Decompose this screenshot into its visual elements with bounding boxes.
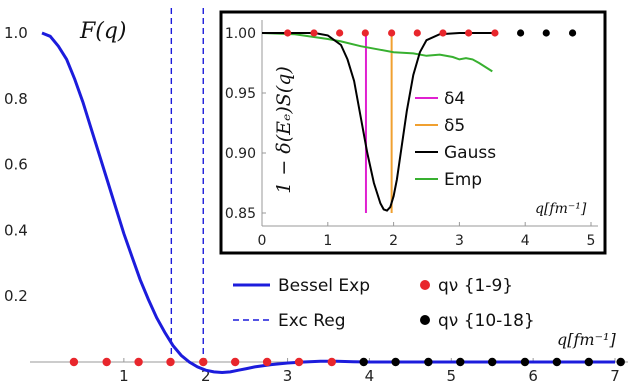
qv-point-black	[520, 357, 530, 367]
legend-gauss-label: Gauss	[444, 143, 496, 163]
inset-qv-point-red	[491, 29, 499, 37]
exc-reg-lines	[170, 8, 204, 362]
qv-point-red	[134, 357, 143, 367]
inset-qv-point-red	[439, 29, 447, 37]
qv-point-black	[584, 357, 594, 367]
inset-y-ticks: 0.85 0.90 0.95 1.00	[225, 26, 266, 222]
inset-qv-point-red	[465, 29, 473, 37]
inset-frame	[219, 10, 607, 255]
inset-x-ticks: 0 1 2 3 4 5	[258, 222, 596, 249]
main-y-ticks: 0.2 0.4 0.6 0.8 1.0	[4, 24, 28, 305]
main-y-tick-label: 1.0	[4, 24, 28, 42]
inset-y-tick-label: 0.95	[225, 86, 256, 102]
legend-delta5-label: δ5	[444, 116, 465, 136]
qv-point-black	[456, 357, 465, 367]
qv-point-black	[552, 357, 562, 367]
main-x-tick-label: 3	[283, 367, 293, 383]
inset-qv-point-black	[568, 29, 577, 37]
qv-point-red	[327, 357, 336, 367]
inset-y-tick-label: 1.00	[225, 26, 256, 42]
inset-delta-lines	[364, 33, 393, 213]
gauss-line	[262, 32, 493, 212]
inset-x-axis-label: q[fm⁻¹]	[535, 201, 587, 217]
inset-qv-point-red	[413, 29, 421, 37]
legend-emp-label: Emp	[444, 170, 482, 190]
main-x-axis-label: q[fm⁻¹]	[557, 330, 616, 349]
legend-delta4-label: δ4	[444, 89, 465, 109]
qv-point-red	[166, 357, 175, 367]
main-points	[69, 357, 625, 367]
inset-qv-point-red	[310, 29, 318, 37]
inset-x-tick-label: 1	[323, 233, 332, 249]
inset-y-tick-label: 0.90	[225, 146, 256, 162]
main-y-tick-label: 0.8	[4, 90, 28, 108]
main-x-tick-label: 6	[528, 367, 538, 383]
main-x-tick-label: 1	[119, 367, 129, 383]
qv-point-red	[102, 357, 111, 367]
main-y-tick-label: 0.4	[4, 221, 28, 239]
qv-point-black	[488, 357, 497, 367]
inset-points	[284, 29, 577, 37]
inset-y-tick-label: 0.85	[225, 206, 256, 222]
qv-point-red	[294, 357, 304, 367]
legend-exc-label: Exc Reg	[278, 311, 346, 331]
legend-bessel-label: Bessel Exp	[278, 276, 370, 296]
inset-x-tick-label: 2	[389, 233, 398, 249]
qv-point-red	[262, 357, 272, 367]
main-x-tick-label: 4	[365, 367, 375, 383]
inset-qv-point-red	[336, 29, 344, 37]
inset-qv-point-black	[516, 29, 525, 37]
inset-qv-point-red	[361, 29, 369, 37]
inset-x-tick-label: 0	[258, 233, 267, 249]
main-y-tick-label: 0.2	[4, 287, 28, 305]
legend-qv1-label: qν {1-9}	[438, 276, 513, 296]
inset-legend: δ4 δ5 Gauss Emp	[415, 89, 496, 190]
inset-plot: 0 1 2 3 4 5 0.85 0.90 0.95 1.00 1 − δ(Eₑ)S(q) q[…	[225, 20, 598, 249]
qv-point-black	[391, 357, 400, 367]
qv-point-red	[199, 357, 208, 367]
inset-x-tick-label: 5	[587, 233, 596, 249]
main-x-tick-label: 5	[447, 367, 457, 383]
main-legend: Bessel Exp Exc Reg qν {1-9} qν {10-18}	[233, 276, 535, 331]
main-y-tick-label: 0.6	[4, 156, 28, 174]
qv-point-red	[230, 357, 240, 367]
inset-y-axis-label: 1 − δ(Eₑ)S(q)	[273, 66, 295, 194]
legend-qv1-swatch	[420, 280, 430, 290]
inset-qv-point-red	[284, 29, 292, 37]
main-y-axis-label: F(q)	[79, 19, 127, 44]
qv-point-black	[424, 357, 433, 367]
inset-qv-point-red	[388, 29, 396, 37]
legend-qv2-label: qν {10-18}	[438, 311, 535, 331]
main-x-tick-label: 7	[610, 367, 620, 383]
main-x-tick-label: 2	[201, 367, 211, 383]
qv-point-black	[616, 357, 625, 367]
inset-x-tick-label: 4	[521, 233, 530, 249]
inset-qv-point-black	[542, 29, 550, 37]
inset-x-tick-label: 3	[455, 233, 464, 249]
legend-qv2-swatch	[420, 315, 430, 325]
qv-point-black	[359, 357, 368, 367]
qv-point-red	[69, 357, 79, 367]
